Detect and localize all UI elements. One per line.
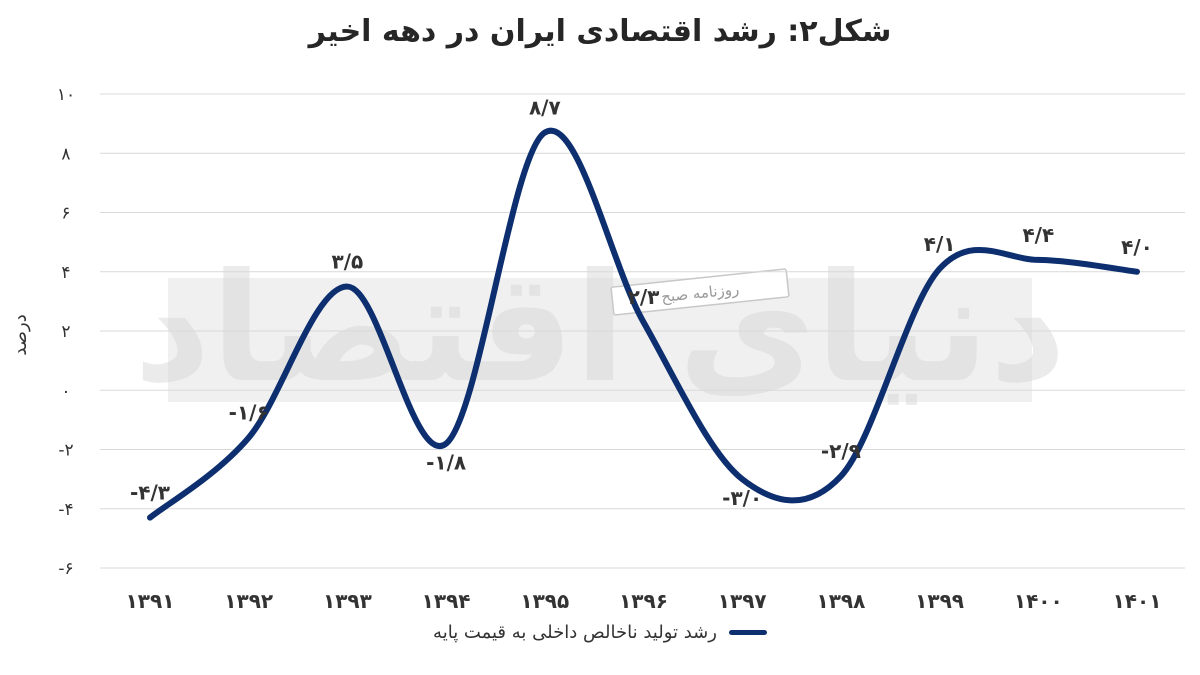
x-tick-label: ۱۳۹۲ [224,589,273,613]
y-tick-label: ۸ [61,144,70,164]
x-tick-label: ۱۳۹۶ [619,589,668,613]
y-tick-label: ۱۰ [57,85,75,105]
x-tick-label: ۱۴۰۰ [1014,589,1063,613]
data-labels: -۴/۳ -۱/۶ ۳/۵ -۱/۸ ۸/۷ ۲/۳ -۳/۰ -۲/۹ ۴/۱ ۴/۴ ۴/۰ [130,96,1153,511]
data-label: ۳/۵ [332,250,364,274]
x-tick-label: ۱۳۹۱ [126,589,175,613]
watermark-badge-box [610,268,790,316]
data-label: ۴/۰ [1121,235,1153,259]
x-axis-ticks: ۱۳۹۱ ۱۳۹۲ ۱۳۹۳ ۱۳۹۴ ۱۳۹۵ ۱۳۹۶ ۱۳۹۷ ۱۳۹۸ ۱۳۹۹ ۱۴۰۰… [126,589,1162,613]
data-label: -۲/۹ [821,439,861,463]
data-label: -۳/۰ [722,486,762,510]
watermark-badge: روزنامه صبح [610,268,790,316]
x-tick-label: ۱۴۰۱ [1113,589,1162,613]
x-tick-label: ۱۳۹۸ [816,589,865,613]
data-label: -۱/۶ [229,401,269,425]
y-axis-label: درصد [10,314,31,355]
y-tick-label: ۰ [61,381,70,401]
chart-title: شکل۲: رشد اقتصادی ایران در دهه اخیر [308,14,892,49]
x-tick-label: ۱۳۹۹ [915,589,964,613]
x-tick-label: ۱۳۹۵ [520,589,569,613]
watermark-brand-text: دنیای اقتصاد [134,242,1067,416]
y-tick-label: ۴ [61,263,70,283]
y-tick-label: ۲ [61,322,70,342]
legend-swatch [728,630,767,635]
x-tick-label: ۱۳۹۴ [422,589,471,613]
x-tick-label: ۱۳۹۷ [718,589,767,613]
series-group [147,127,1140,521]
data-label: -۱/۸ [426,451,466,475]
data-label: ۴/۴ [1022,223,1054,247]
gridlines [100,93,1185,569]
data-label: -۴/۳ [130,481,170,505]
legend-label: رشد تولید ناخالص داخلی به قیمت پایه [433,622,717,643]
y-tick-label: ۶ [61,204,70,224]
data-label: ۴/۱ [924,232,956,256]
series-line [147,127,1140,521]
y-tick-label: -۲ [58,441,73,461]
data-label: ۸/۷ [529,96,561,120]
y-tick-label: -۴ [58,500,73,520]
data-label: ۲/۳ [628,285,660,309]
y-axis-ticks: -۶ -۴ -۲ ۰ ۲ ۴ ۶ ۸ ۱۰ [57,85,75,579]
y-tick-label: -۶ [58,559,73,579]
legend: رشد تولید ناخالص داخلی به قیمت پایه [0,622,1200,643]
x-tick-label: ۱۳۹۳ [323,589,372,613]
